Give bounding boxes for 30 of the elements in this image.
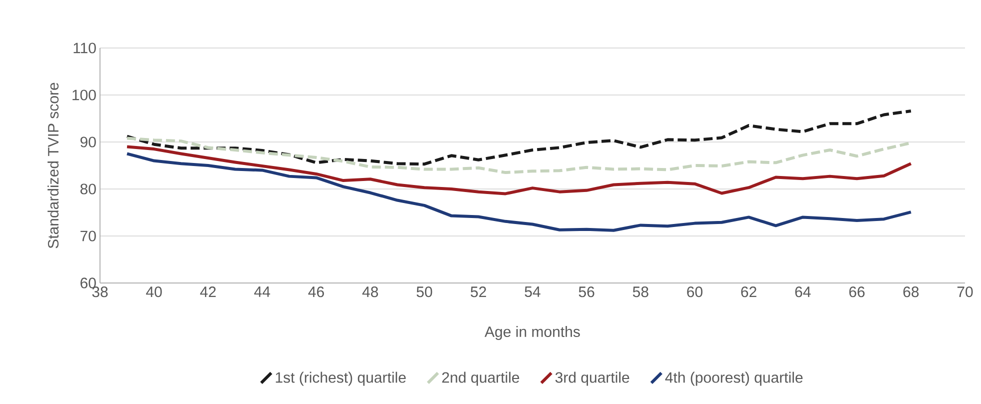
x-axis-title: Age in months [484,326,580,340]
x-tick-label: 68 [903,286,919,298]
y-tick-label: 70 [80,230,96,242]
x-tick-label: 64 [795,286,811,298]
y-axis-title: Standardized TVIP score [48,82,59,248]
x-tick-label: 56 [578,286,594,298]
x-tick-label: 46 [308,286,324,298]
x-tick-label: 70 [957,286,973,298]
x-tick-label: 38 [92,286,108,298]
x-tick-label: 42 [200,286,216,298]
y-tick-label: 80 [80,184,96,194]
legend-label: 2nd quartile [442,372,520,386]
x-tick-label: 52 [470,286,486,298]
x-tick-label: 62 [741,286,756,298]
y-tick-label: 90 [80,136,96,148]
x-tick-label: 60 [687,286,702,298]
x-tick-label: 48 [362,286,378,298]
y-tick-label: 110 [74,42,96,54]
legend-label: 4th (poorest) quartile [665,372,803,386]
legend-label: 1st (richest) quartile [276,372,406,386]
x-tick-label: 44 [254,286,270,297]
x-tick-label: 58 [632,286,648,298]
y-tick-label: 100 [72,90,96,100]
legend-label: 3rd quartile [555,372,630,386]
x-tick-label: 66 [849,286,865,298]
line-series [126,152,912,232]
x-tick-label: 40 [146,286,162,298]
x-tick-label: 54 [524,286,540,297]
x-tick-label: 50 [416,286,432,298]
y-tick-label: 60 [80,278,96,288]
